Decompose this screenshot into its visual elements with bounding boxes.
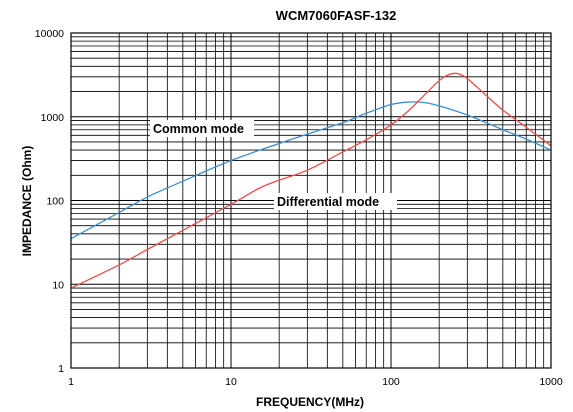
- x-tick-label: 100: [382, 376, 400, 388]
- y-tick-label: 100: [46, 196, 64, 208]
- y-tick-label: 1000: [41, 112, 65, 124]
- annotation-layer: Common mode Differential mode: [150, 120, 397, 210]
- x-axis-label: FREQUENCY(MHz): [256, 395, 364, 409]
- differential-mode-line: [70, 72, 552, 289]
- series-layer: [70, 72, 552, 289]
- common-mode-label-bg: [150, 120, 254, 137]
- differential-mode-label: Differential mode: [277, 195, 379, 209]
- x-tick-label: 10: [225, 376, 237, 388]
- chart-title: WCM7060FASF-132: [276, 8, 397, 23]
- y-axis-label: IMPEDANCE (Ohm): [20, 146, 34, 257]
- common-mode-label: Common mode: [153, 122, 244, 136]
- y-tick-label: 10: [52, 279, 64, 291]
- x-tick-label: 1: [68, 376, 74, 388]
- plot-frame: [70, 32, 552, 369]
- plot-border: [70, 32, 552, 369]
- common-mode-line: [70, 101, 552, 240]
- differential-mode-label-bg: [274, 193, 397, 210]
- x-tick-label: 1000: [539, 376, 563, 388]
- tick-labels: 1 10 100 1000 1 10 100 1000 10000: [35, 28, 563, 388]
- y-tick-label: 1: [58, 363, 64, 375]
- y-tick-label: 10000: [35, 28, 64, 40]
